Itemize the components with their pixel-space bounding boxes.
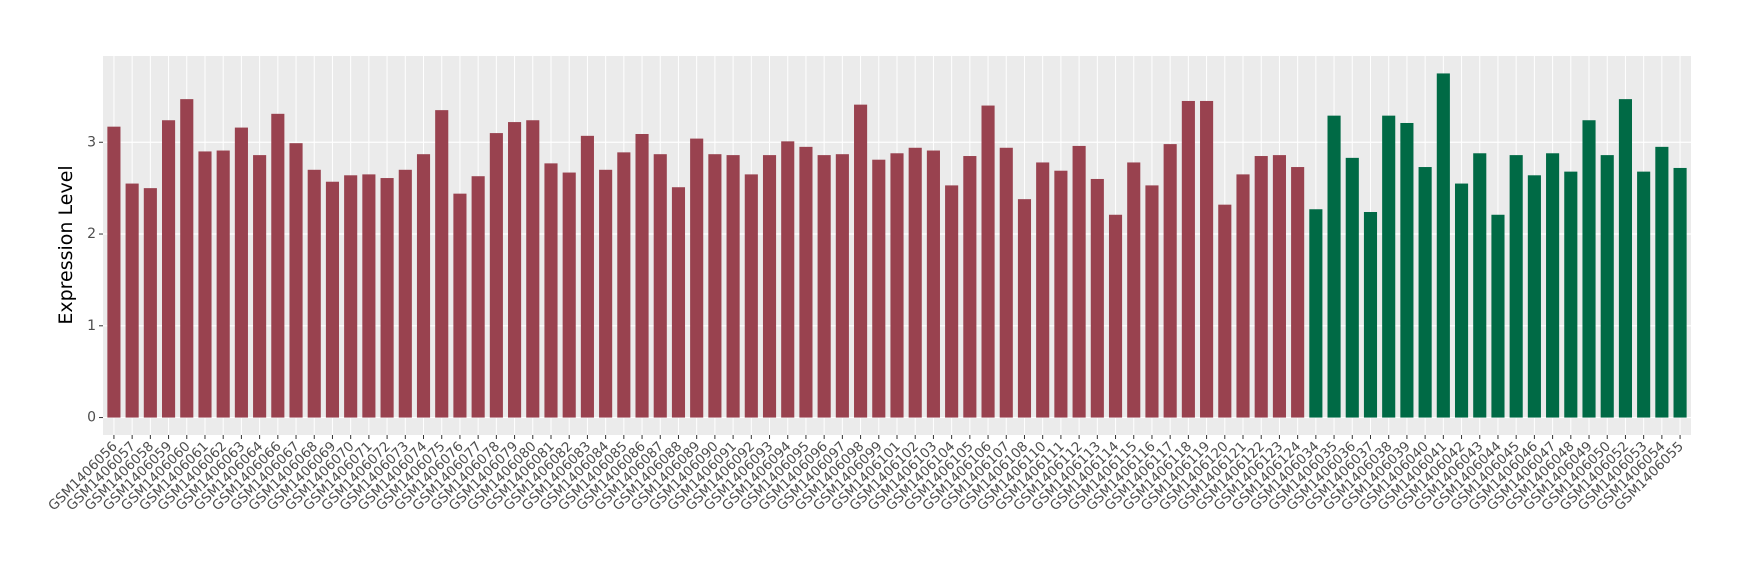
bar [1017, 199, 1032, 418]
bar [926, 150, 940, 418]
bar [617, 152, 631, 418]
bar [1200, 100, 1214, 418]
y-tick-label: 2 [87, 226, 96, 242]
bar [380, 178, 394, 418]
bar [107, 126, 121, 418]
bar [508, 122, 522, 418]
bar [653, 154, 667, 418]
bar [1600, 155, 1614, 418]
bar [744, 174, 758, 418]
y-tick-label: 0 [87, 410, 96, 426]
y-tick-label: 1 [87, 318, 96, 334]
bar [1163, 144, 1177, 418]
bar [1236, 174, 1250, 418]
bar [289, 143, 303, 418]
bar [1436, 73, 1450, 418]
bar [435, 110, 449, 418]
bar [271, 113, 285, 418]
bar [1108, 214, 1123, 418]
bar [1637, 171, 1651, 418]
bar [1090, 178, 1104, 418]
bar [908, 147, 922, 418]
bar [835, 154, 849, 418]
bar [1527, 175, 1541, 418]
bar [162, 120, 176, 418]
bar [1655, 146, 1669, 418]
bar [1127, 162, 1141, 418]
bar [125, 183, 139, 418]
bar [1400, 122, 1414, 418]
bar [344, 175, 358, 418]
bar [325, 181, 340, 418]
bar [416, 154, 431, 418]
bar [234, 127, 248, 418]
bar [1618, 99, 1632, 418]
bar [890, 153, 904, 418]
bar [981, 105, 995, 418]
bar [580, 135, 594, 418]
bar [872, 159, 886, 418]
bar [143, 188, 157, 418]
bar [1473, 153, 1487, 418]
bar [854, 104, 868, 418]
bar [1254, 156, 1268, 418]
bar [726, 155, 740, 418]
bar [307, 169, 321, 418]
bar [489, 133, 503, 418]
bar [1509, 155, 1523, 418]
bar [762, 155, 777, 418]
bar [1291, 167, 1305, 418]
bar [708, 154, 722, 418]
bar [1491, 214, 1505, 418]
bar [1309, 209, 1323, 418]
bar [1454, 183, 1469, 418]
bar [1582, 120, 1596, 418]
bar [817, 155, 831, 418]
bar [1054, 170, 1068, 418]
bar [1036, 162, 1050, 418]
bar [198, 151, 212, 418]
bar [1181, 100, 1195, 418]
bar [999, 147, 1013, 418]
bar [1564, 171, 1578, 418]
bar [1673, 167, 1687, 418]
bar [1145, 185, 1159, 418]
bar [1546, 153, 1560, 418]
bar [562, 172, 576, 418]
bar [635, 134, 649, 418]
y-axis-label: Expression Level [55, 165, 77, 324]
bar [963, 156, 977, 418]
bar [671, 187, 686, 418]
bar [253, 155, 267, 418]
bar [453, 193, 467, 418]
bar [1327, 115, 1341, 418]
bar [1345, 157, 1359, 418]
bar [799, 146, 813, 418]
bar [180, 99, 194, 418]
y-tick-label: 3 [87, 134, 96, 150]
bar [1072, 145, 1086, 418]
bar [1272, 155, 1286, 418]
bar [781, 141, 795, 418]
bar [1363, 212, 1378, 418]
bar [1218, 204, 1232, 418]
bar [362, 174, 376, 418]
bar [1382, 115, 1396, 418]
bar [544, 163, 558, 418]
bar [526, 120, 540, 418]
bar [398, 169, 412, 418]
bar [945, 185, 959, 418]
bar [471, 176, 485, 418]
bar [599, 169, 613, 418]
bar [690, 138, 704, 418]
bar [216, 150, 230, 418]
bar [1418, 167, 1432, 418]
